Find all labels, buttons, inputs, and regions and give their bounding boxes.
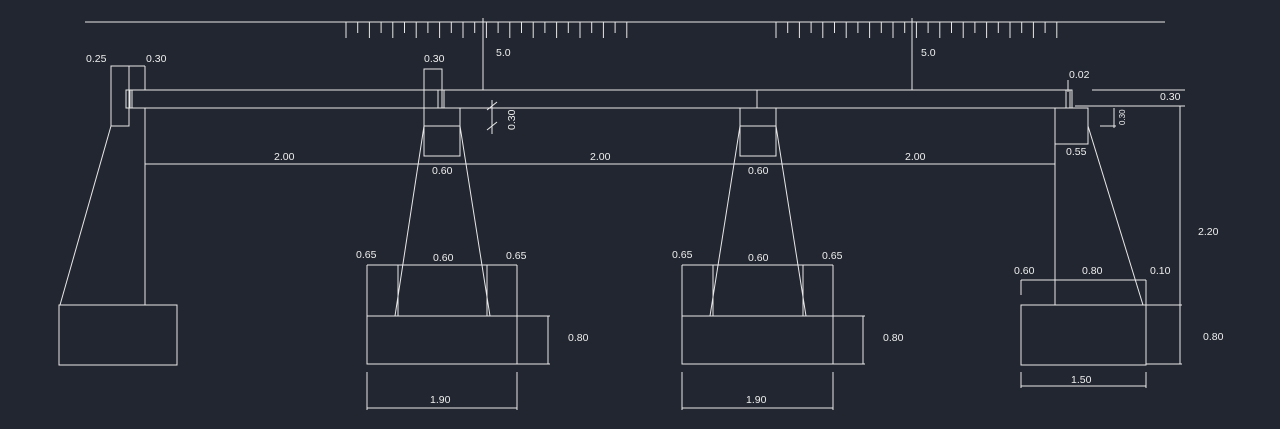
dim-left-abutment-wall: 0.25 <box>86 53 107 65</box>
dim-right-top-width: 0.80 <box>1082 265 1103 277</box>
dim-pier2-footing-depth: 0.80 <box>883 332 904 344</box>
dim-left-abutment-seat: 0.30 <box>146 53 167 65</box>
dim-pier2-toe-left: 0.65 <box>672 249 693 261</box>
left-abutment-batter <box>59 125 112 306</box>
dim-right-footing-depth: 0.80 <box>1203 331 1224 343</box>
right-abutment-footing <box>1020 304 1147 366</box>
dim-pier1-footing-width: 1.90 <box>430 394 451 406</box>
dim-right-footing-width: 1.50 <box>1071 374 1092 386</box>
dim-right-toe-right: 0.10 <box>1150 265 1171 277</box>
right-deck-block <box>1065 89 1073 109</box>
dim-right-abutment-height: 2.20 <box>1198 226 1219 238</box>
dim-deck-thickness: 0.30 <box>506 109 518 130</box>
dim-right-bearing-small: 0.30 <box>1118 109 1127 125</box>
right-abutment-seat <box>1054 107 1089 145</box>
pier1-deck-block <box>437 89 445 109</box>
pier1-head <box>423 107 461 157</box>
dim-pier2-footing-width: 1.90 <box>746 394 767 406</box>
dim-span-1: 2.00 <box>274 151 295 163</box>
dim-pier1-footing-depth: 0.80 <box>568 332 589 344</box>
dim-right-deck-depth: 0.30 <box>1160 91 1181 103</box>
load-scale-left <box>345 22 628 38</box>
dim-right-toe-left: 0.60 <box>1014 265 1035 277</box>
dim-pier1-column-width: 0.60 <box>432 165 453 177</box>
dim-pier2-top-width: 0.60 <box>748 252 769 264</box>
pier1-footing <box>366 315 518 365</box>
dim-pier2-toe-right: 0.65 <box>822 250 843 262</box>
dim-right-abutment-seat: 0.55 <box>1066 146 1087 158</box>
deck-slab <box>129 89 1071 109</box>
pier1-cap-block <box>423 68 443 109</box>
dim-load-2: 5.0 <box>921 47 936 59</box>
pier1-stem-left <box>394 125 425 317</box>
dim-right-joint: 0.02 <box>1069 69 1090 81</box>
dim-pier1-toe-right: 0.65 <box>506 250 527 262</box>
pier2-stem-left <box>709 125 741 317</box>
dim-pier1-cap: 0.30 <box>424 53 445 65</box>
dim-load-1: 5.0 <box>496 47 511 59</box>
pier2-stem-right <box>775 125 807 317</box>
dim-pier2-column-width: 0.60 <box>748 165 769 177</box>
pier2-footing <box>681 315 834 365</box>
dim-span-2: 2.00 <box>590 151 611 163</box>
pier1-stem-right <box>459 125 491 317</box>
dim-pier1-toe-left: 0.65 <box>356 249 377 261</box>
pier2-head <box>739 107 777 157</box>
left-abutment-backwall <box>110 65 130 127</box>
load-scale-right <box>775 22 1058 38</box>
right-abutment-batter <box>1087 125 1144 306</box>
dim-pier1-top-width: 0.60 <box>433 252 454 264</box>
dim-span-3: 2.00 <box>905 151 926 163</box>
left-abutment-footing <box>58 304 178 366</box>
